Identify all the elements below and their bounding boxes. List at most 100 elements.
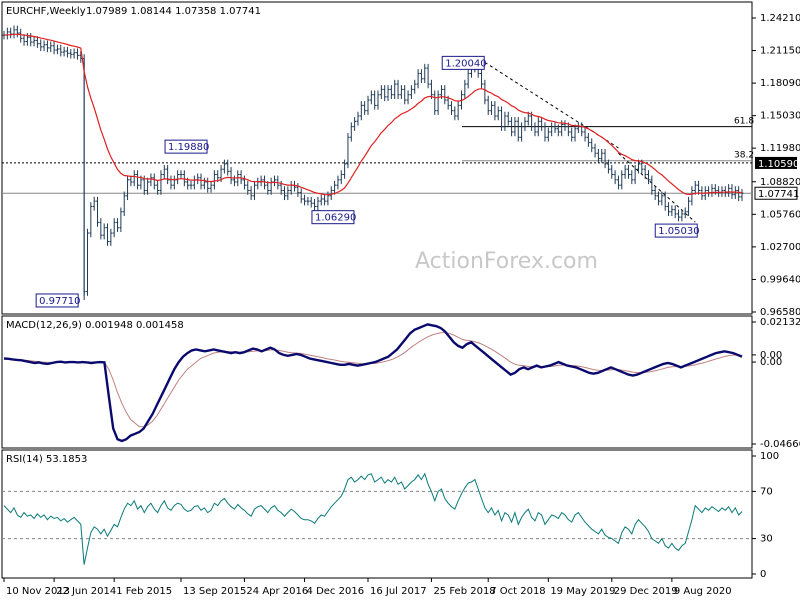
price-bar (506, 111, 510, 126)
price-bar (363, 101, 367, 115)
price-bar (349, 122, 353, 142)
price-bar (29, 33, 33, 47)
price-bar (59, 44, 63, 57)
price-bar (12, 25, 16, 39)
price-bar (486, 95, 490, 115)
price-bar (49, 41, 53, 53)
price-bar (680, 209, 684, 222)
macd-y-tick-label: -0.046663 (760, 439, 800, 450)
price-bar (576, 122, 580, 134)
price-bar (536, 117, 540, 137)
x-tick-label: 29 Dec 2019 (614, 586, 678, 597)
price-annotations: 1.19880 1.06290 0.97710 1.20040 1.05030 (35, 55, 700, 308)
price-y-tick-label: 1.11980 (760, 143, 800, 154)
price-bar (32, 36, 36, 47)
moving-average-line (3, 33, 743, 196)
price-bar (513, 117, 517, 137)
price-bar (563, 120, 567, 131)
x-tick-label: 19 May 2019 (550, 586, 615, 597)
price-bar (466, 69, 470, 89)
price-bar (172, 175, 176, 190)
resistance-price-tag-label: 1.10590 (758, 159, 799, 170)
price-bar (580, 122, 584, 137)
price-bar (303, 194, 307, 206)
price-bar (339, 170, 343, 185)
price-bar (737, 186, 741, 202)
price-bar (196, 173, 200, 185)
price-bar (162, 164, 166, 179)
price-bar (620, 170, 624, 190)
rsi-pane: RSI(14) 53.1853 100 70 30 0 (1, 449, 779, 580)
price-tags: 1.10590 1.07741 (754, 156, 799, 200)
price-bar (570, 127, 574, 142)
price-bar (379, 85, 383, 99)
price-bar (409, 85, 413, 99)
fib-61-8-label: 61.8 (734, 117, 754, 127)
price-bar (306, 196, 310, 206)
x-tick-label: 24 Apr 2016 (246, 586, 308, 597)
price-bar (89, 202, 93, 238)
price-bar (52, 41, 56, 55)
price-bar (99, 218, 103, 240)
price-bar (346, 133, 350, 169)
price-y-tick-label: 1.24210 (760, 13, 800, 24)
price-y-tick-label: 0.96580 (760, 307, 800, 318)
price-bar (149, 173, 153, 187)
price-bar (209, 180, 213, 193)
price-bar (523, 117, 527, 131)
price-annotation-label: 1.19880 (168, 142, 209, 153)
price-annotation: 0.97710 (35, 293, 81, 308)
price-bar (286, 186, 290, 201)
price-annotation-label: 0.97710 (39, 296, 80, 307)
price-bar (293, 180, 297, 192)
price-annotation: 1.06290 (311, 210, 356, 225)
price-bar (399, 85, 403, 99)
price-title: EURCHF,Weekly (6, 6, 86, 17)
price-bar (670, 205, 674, 217)
price-bar (269, 177, 273, 195)
price-bar (296, 183, 300, 197)
price-bar (663, 191, 667, 211)
price-bar (383, 85, 387, 102)
price-bar (343, 159, 347, 179)
rsi-y-axis: 100 70 30 0 (751, 450, 779, 580)
price-bar (42, 40, 46, 52)
last-price-tag-label: 1.07741 (758, 189, 799, 200)
price-bar (62, 46, 66, 57)
price-bar (483, 79, 487, 105)
x-tick-label: 16 Jul 2017 (370, 586, 427, 597)
macd-pane: MACD(12,26,9) 0.001948 0.001458 0.021324… (1, 315, 800, 450)
price-bar (443, 85, 447, 105)
price-annotation: 1.19880 (164, 139, 209, 154)
price-bar (166, 164, 170, 185)
price-bar (386, 85, 390, 102)
resistance-price-tag: 1.10590 (755, 156, 799, 170)
price-bar (313, 198, 317, 211)
price-bar (136, 170, 140, 190)
price-bar (329, 186, 333, 201)
price-bar (369, 90, 373, 105)
price-bar (733, 186, 737, 199)
macd-line (3, 323, 743, 443)
price-bar (616, 175, 620, 190)
price-bar (122, 191, 126, 217)
price-bar (456, 101, 460, 121)
price-bar (720, 186, 724, 197)
price-bar (289, 180, 293, 195)
price-bar (192, 175, 196, 190)
price-bar (102, 223, 106, 240)
price-pane: EURCHF,Weekly 1.07989 1.08144 1.07358 1.… (1, 1, 800, 318)
price-y-tick-label: 1.18090 (760, 78, 800, 89)
price-bar (222, 159, 226, 174)
watermark: ActionForex.com (415, 249, 598, 274)
price-bar (169, 175, 173, 190)
rsi-pane-border (1, 449, 753, 579)
price-bar (199, 173, 203, 190)
price-bar (389, 85, 393, 99)
price-bar (179, 170, 183, 179)
price-bar (189, 180, 193, 190)
price-bar (69, 48, 73, 59)
macd-y-tick-label: 0.021324 (760, 317, 800, 328)
price-bar (336, 175, 340, 190)
price-bar (556, 124, 560, 137)
